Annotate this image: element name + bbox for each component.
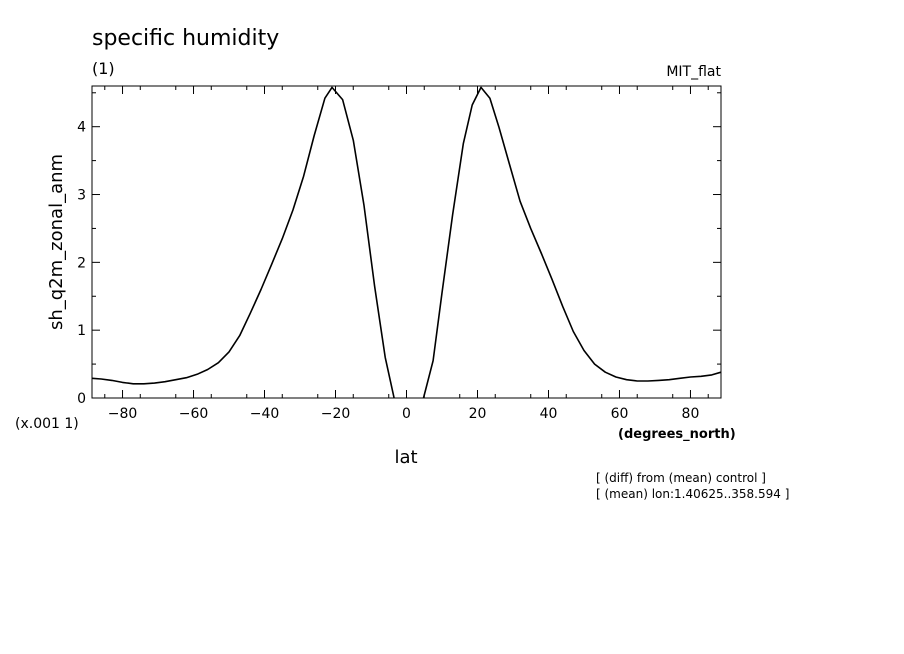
y-scale-label: (x.001 1) [15,416,79,432]
y-tick-labels: 0 1 2 3 4 [77,120,86,407]
chart-subtitle: (1) [92,59,115,78]
x-tick-label: 80 [682,406,700,422]
x-tick-label: −40 [250,406,280,422]
series-line-1 [91,86,395,399]
x-tick-label: 60 [611,406,629,422]
y-axis-label: sh_q2m_zonal_anm [46,154,67,330]
x-tick-label: 20 [469,406,487,422]
x-tick-label: 0 [402,406,411,422]
x-tick-label: 40 [540,406,558,422]
x-tick-label: −60 [179,406,209,422]
annotation-mean-lon: [ (mean) lon:1.40625..358.594 ] [596,487,789,501]
y-tick-label: 3 [77,188,86,204]
x-units-label: (degrees_north) [618,427,736,442]
plot-frame [91,85,722,399]
y-tick-label: 2 [77,255,86,271]
y-tick-label: 1 [77,323,86,339]
y-tick-label: 4 [77,120,86,136]
chart-title: specific humidity [92,26,279,51]
model-label: MIT_flat [666,64,721,80]
y-tick-label: 0 [77,391,86,407]
data-lines [91,86,722,399]
x-tick-label: −20 [321,406,351,422]
tick-marks [92,86,721,399]
annotation-diff: [ (diff) from (mean) control ] [596,471,766,485]
series-line-2 [422,86,722,399]
x-tick-label: −80 [108,406,138,422]
x-axis-label: lat [394,447,417,468]
x-tick-labels: −80 −60 −40 −20 0 20 40 60 80 [108,406,700,422]
